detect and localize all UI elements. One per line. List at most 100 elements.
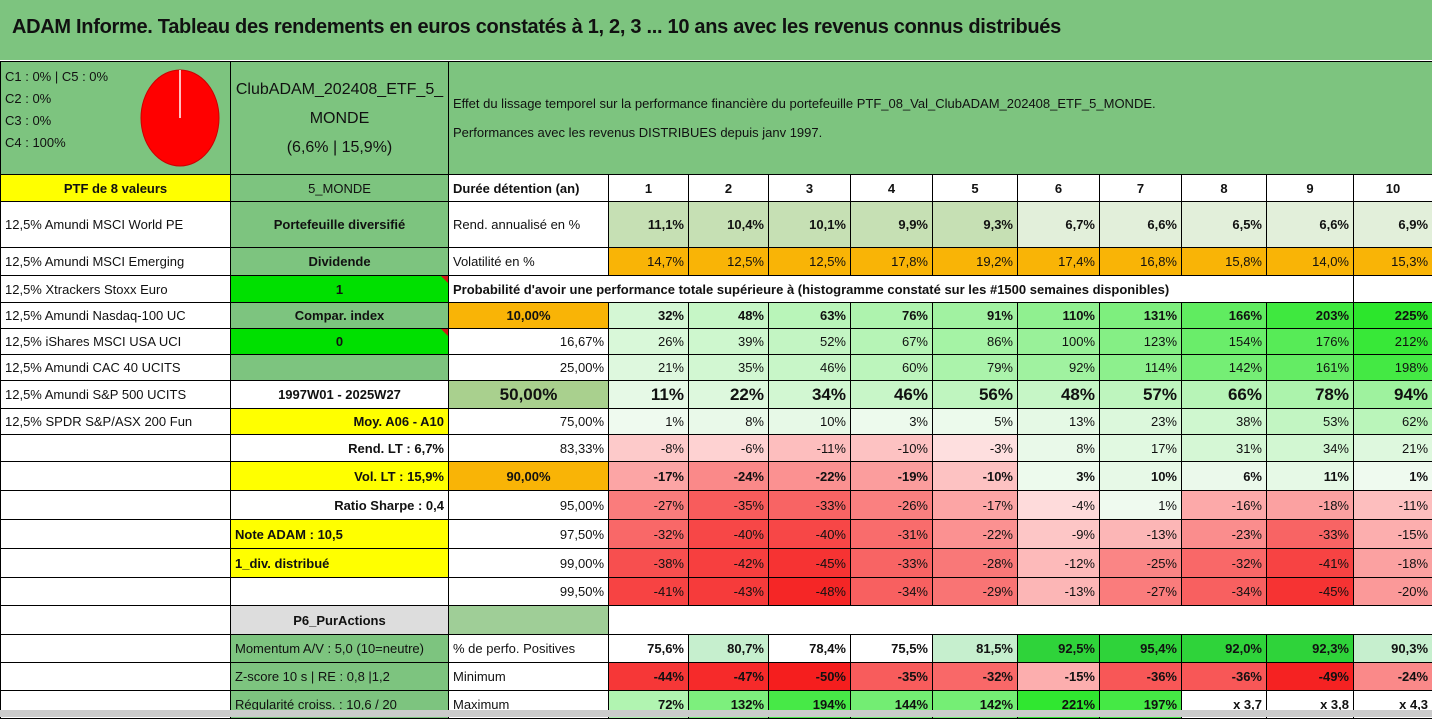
prob-value: 3%	[1018, 462, 1100, 491]
class-legend-cell: C1 : 0% | C5 : 0% C2 : 0% C3 : 0% C4 : 1…	[1, 62, 231, 175]
positive-value: 95,4%	[1100, 635, 1182, 663]
prob-value: 35%	[689, 355, 769, 381]
prob-value: 10%	[1100, 462, 1182, 491]
prob-value: 212%	[1354, 329, 1432, 355]
probability-level: 95,00%	[449, 491, 609, 520]
year-header: 1	[609, 175, 689, 202]
prob-value: -10%	[851, 435, 933, 462]
rend-value: 6,7%	[1018, 202, 1100, 248]
prob-value: -26%	[851, 491, 933, 520]
empty-holding-cell	[1, 491, 231, 520]
prob-value: 13%	[1018, 409, 1100, 435]
minimum-value: -49%	[1267, 663, 1354, 691]
year-header: 9	[1267, 175, 1354, 202]
empty-holding-cell	[1, 578, 231, 606]
prob-value: -31%	[851, 520, 933, 549]
prob-value: -38%	[609, 549, 689, 578]
prob-value: 23%	[1100, 409, 1182, 435]
prob-value: 34%	[1267, 435, 1354, 462]
prob-value: 11%	[609, 381, 689, 409]
portfolio-name-cell: ClubADAM_202408_ETF_5_ MONDE (6,6% | 15,…	[231, 62, 449, 175]
holding-name: 12,5% SPDR S&P/ASX 200 Fun	[1, 409, 231, 435]
year-header: 4	[851, 175, 933, 202]
year-header: 3	[769, 175, 851, 202]
duration-label: Durée détention (an)	[449, 175, 609, 202]
compar-value: 0	[231, 329, 449, 355]
prob-value: 1%	[609, 409, 689, 435]
prob-value: 48%	[689, 303, 769, 329]
minimum-value: -15%	[1018, 663, 1100, 691]
probability-level: 75,00%	[449, 409, 609, 435]
empty-side-cell	[231, 355, 449, 381]
prob-value: 79%	[933, 355, 1018, 381]
prob-value: -4%	[1018, 491, 1100, 520]
prob-value: 26%	[609, 329, 689, 355]
prob-value: -45%	[769, 549, 851, 578]
probability-level: 97,50%	[449, 520, 609, 549]
prob-value: 46%	[769, 355, 851, 381]
minimum-label: Minimum	[449, 663, 609, 691]
prob-value: -10%	[933, 462, 1018, 491]
prob-value: 92%	[1018, 355, 1100, 381]
category-label: P6_PurActions	[231, 606, 449, 635]
sheet-bottom-bar	[0, 710, 1432, 717]
minimum-value: -50%	[769, 663, 851, 691]
prob-value: 63%	[769, 303, 851, 329]
prob-value: -32%	[1182, 549, 1267, 578]
empty-holding-cell	[1, 635, 231, 663]
prob-value: 225%	[1354, 303, 1432, 329]
prob-value: 3%	[851, 409, 933, 435]
prob-header: Probabilité d'avoir une performance tota…	[449, 276, 1354, 303]
description-line1: Effet du lissage temporel sur la perform…	[453, 89, 1428, 118]
prob-value: 131%	[1100, 303, 1182, 329]
positive-value: 75,5%	[851, 635, 933, 663]
positive-label: % de perfo. Positives	[449, 635, 609, 663]
prob-value: 39%	[689, 329, 769, 355]
prob-value: -40%	[769, 520, 851, 549]
table-row: Vol. LT : 15,9%90,00%-17%-24%-22%-19%-10…	[1, 462, 1432, 491]
prob-value: 161%	[1267, 355, 1354, 381]
prob-value: -20%	[1354, 578, 1432, 606]
year-header: 2	[689, 175, 769, 202]
year-header: 6	[1018, 175, 1100, 202]
positive-value: 78,4%	[769, 635, 851, 663]
empty-holding-cell	[1, 462, 231, 491]
div-note-label: 1_div. distribué	[231, 549, 449, 578]
prob-value: 17%	[1100, 435, 1182, 462]
prob-value: 8%	[1018, 435, 1100, 462]
allocation-pie-chart	[139, 68, 221, 171]
vol-value: 17,4%	[1018, 248, 1100, 276]
positive-value: 75,6%	[609, 635, 689, 663]
prob-value: -11%	[769, 435, 851, 462]
positive-value: 92,3%	[1267, 635, 1354, 663]
prob-value: -15%	[1354, 520, 1432, 549]
prob-value: 123%	[1100, 329, 1182, 355]
holding-name: 12,5% iShares MSCI USA UCI	[1, 329, 231, 355]
portfolio-short-name: 5_MONDE	[231, 175, 449, 202]
prob-value: 52%	[769, 329, 851, 355]
prob-value: 114%	[1100, 355, 1182, 381]
probability-level: 10,00%	[449, 303, 609, 329]
prob-value: -34%	[1182, 578, 1267, 606]
category-swatch	[449, 606, 609, 635]
prob-value: -32%	[609, 520, 689, 549]
table-row: Momentum A/V : 5,0 (10=neutre)% de perfo…	[1, 635, 1432, 663]
rend-value: 10,1%	[769, 202, 851, 248]
minimum-value: -44%	[609, 663, 689, 691]
sharpe-label: Ratio Sharpe : 0,4	[231, 491, 449, 520]
prob-value: -17%	[933, 491, 1018, 520]
vol-value: 15,8%	[1182, 248, 1267, 276]
vol-value: 15,3%	[1354, 248, 1432, 276]
prob-value: -25%	[1100, 549, 1182, 578]
prob-value: 67%	[851, 329, 933, 355]
rend-value: 10,4%	[689, 202, 769, 248]
prob-value: -22%	[769, 462, 851, 491]
prob-value: 94%	[1354, 381, 1432, 409]
prob-value: -27%	[609, 491, 689, 520]
year-header: 7	[1100, 175, 1182, 202]
prob-value: -42%	[689, 549, 769, 578]
prob-value: 5%	[933, 409, 1018, 435]
blank-area	[609, 606, 1432, 635]
